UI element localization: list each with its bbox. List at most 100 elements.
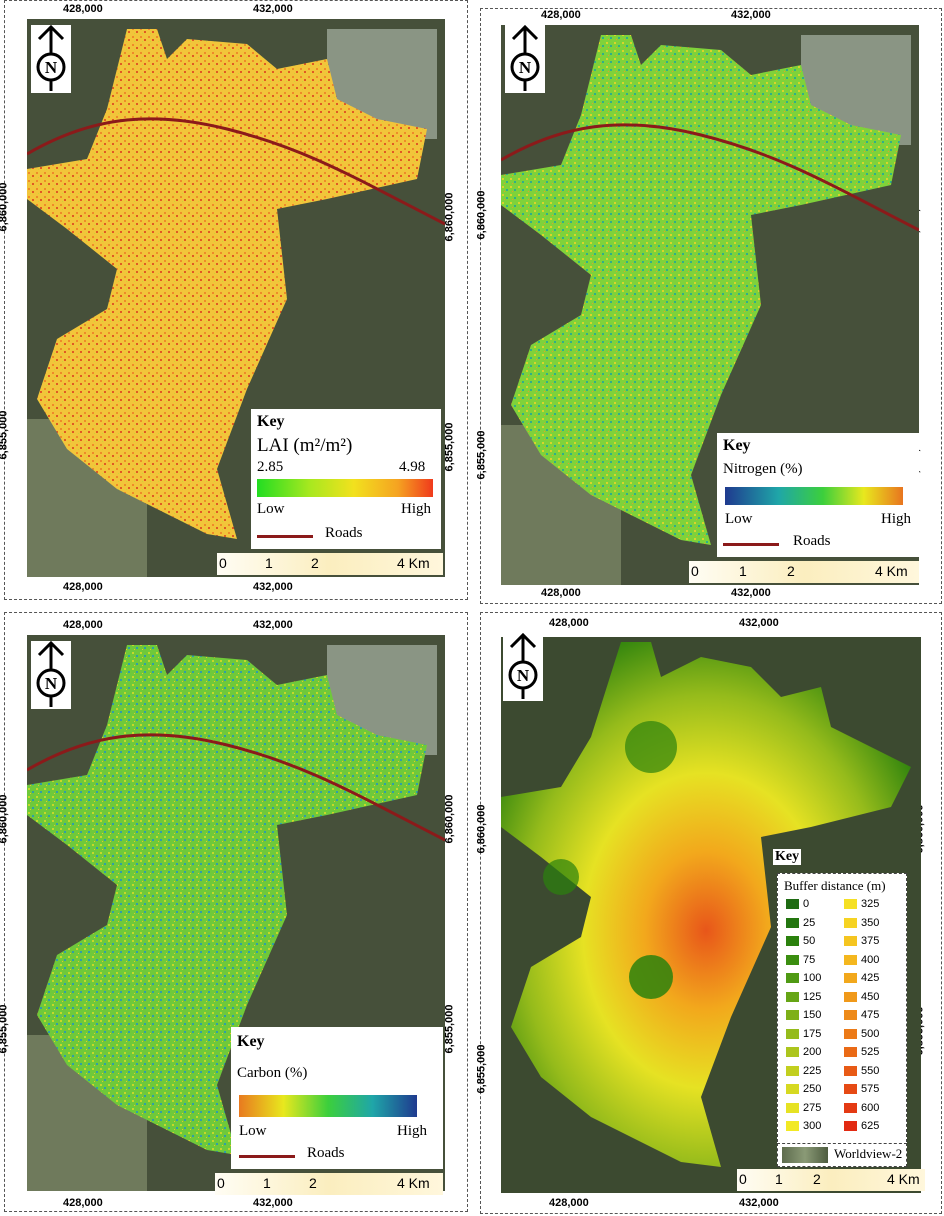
buffer-value: 525 <box>861 1046 880 1058</box>
legend-variable: LAI (m²/m²) <box>257 435 353 456</box>
buffer-value: 475 <box>861 1009 880 1021</box>
scale-0: 0 <box>739 1171 747 1187</box>
buffer-class-175: 175 <box>786 1028 821 1042</box>
buffer-swatch <box>786 1084 799 1095</box>
legend-nitrogen: Key Nitrogen (%) Low High Roads <box>717 433 919 557</box>
buffer-swatch <box>844 1028 857 1039</box>
panel-buffer: 428,000 432,000 428,000 432,000 6,860,00… <box>475 612 942 1214</box>
buffer-swatch <box>844 991 857 1002</box>
buffer-swatch <box>786 991 799 1002</box>
north-letter: N <box>517 666 530 685</box>
buffer-class-550: 550 <box>844 1065 879 1079</box>
x-tick-bottom: 428,000 <box>63 1197 103 1209</box>
scale-2: 2 <box>787 563 795 579</box>
legend-title: Key <box>773 849 802 865</box>
scale-0: 0 <box>219 555 227 571</box>
legend-high: High <box>881 511 911 527</box>
buffer-swatch <box>786 1065 799 1076</box>
buffer-class-325: 325 <box>844 898 879 912</box>
scale-2: 2 <box>813 1171 821 1187</box>
buffer-value: 275 <box>803 1101 822 1114</box>
north-arrow-icon: N <box>36 640 66 707</box>
y-tick-right: 6,855,000 <box>443 1004 456 1054</box>
y-tick-right: 6,860,000 <box>443 794 456 844</box>
y-tick-left: 6,855,000 <box>475 430 488 480</box>
buffer-value: 125 <box>803 990 822 1003</box>
panel-nitrogen: 428,000 432,000 428,000 432,000 6,860,00… <box>475 8 942 604</box>
road <box>501 123 919 232</box>
buffer-swatch <box>786 1121 799 1132</box>
north-arrow-icon: N <box>510 24 540 91</box>
north-arrow: N <box>503 632 543 701</box>
buffer-value: 0 <box>803 898 810 910</box>
buffer-class-75: 75 <box>786 954 815 968</box>
buffer-value: 400 <box>861 953 880 966</box>
legend-roads: Roads <box>793 533 831 549</box>
north-letter: N <box>519 58 532 77</box>
buffer-swatch <box>844 899 857 910</box>
legend-low: Low <box>239 1123 267 1139</box>
legend-road-line <box>257 535 313 538</box>
scale-1: 1 <box>775 1171 783 1187</box>
x-tick-top: 428,000 <box>549 617 589 629</box>
lai-raster <box>27 29 427 539</box>
north-arrow: N <box>31 640 71 709</box>
buffer-class-250: 250 <box>786 1083 821 1097</box>
buffer-value: 375 <box>861 935 880 947</box>
buffer-value: 100 <box>803 972 822 984</box>
x-tick-top: 428,000 <box>63 619 103 631</box>
legend-roads: Roads <box>307 1145 345 1161</box>
buffer-raster <box>501 642 911 1167</box>
buffer-swatch <box>786 1102 799 1113</box>
buffer-value: 575 <box>861 1083 880 1095</box>
buffer-class-400: 400 <box>844 954 879 968</box>
buffer-value: 225 <box>803 1064 822 1077</box>
buffer-class-25: 25 <box>786 917 815 931</box>
x-tick-bottom: 428,000 <box>541 587 581 599</box>
y-tick-left: 6,855,000 <box>475 1044 488 1094</box>
north-arrow-icon: N <box>508 632 538 699</box>
north-letter: N <box>45 674 58 693</box>
scale-4km: 4 Km <box>397 555 430 571</box>
buffer-value: 200 <box>803 1046 822 1058</box>
buffer-swatch <box>786 1010 799 1021</box>
legend-title: Key <box>723 437 751 454</box>
buffer-value: 175 <box>803 1027 822 1040</box>
y-tick-left: 6,855,000 <box>0 1004 10 1054</box>
legend-low: Low <box>257 501 285 517</box>
y-tick-left: 6,860,000 <box>0 794 10 844</box>
buffer-swatch <box>844 1010 857 1021</box>
legend-min: 2.85 <box>257 459 284 475</box>
map-lai-canvas <box>27 19 445 577</box>
scale-1: 1 <box>263 1175 271 1191</box>
scale-4km: 4 Km <box>875 563 908 579</box>
legend-road-line <box>239 1155 295 1158</box>
buffer-swatch <box>844 973 857 984</box>
buffer-value: 600 <box>861 1101 880 1114</box>
buffer-swatch <box>786 899 799 910</box>
x-tick-top: 432,000 <box>253 619 293 631</box>
scale-bar: 0 1 2 4 Km <box>737 1169 925 1191</box>
buffer-class-425: 425 <box>844 972 879 986</box>
legend-variable: Nitrogen (%) <box>723 461 803 477</box>
buffer-class-575: 575 <box>844 1083 879 1097</box>
legend-road-line <box>723 543 779 546</box>
x-tick-top: 428,000 <box>63 3 103 15</box>
buffer-class-350: 350 <box>844 917 879 931</box>
x-tick-bottom: 428,000 <box>549 1197 589 1209</box>
scale-2: 2 <box>309 1175 317 1191</box>
imagery-swatch <box>782 1147 828 1163</box>
scale-bar: 0 1 2 4 Km <box>215 1173 443 1195</box>
buffer-swatch <box>844 954 857 965</box>
x-tick-bottom: 432,000 <box>253 581 293 593</box>
buffer-class-450: 450 <box>844 991 879 1005</box>
buffer-class-50: 50 <box>786 935 815 949</box>
buffer-swatch <box>786 1028 799 1039</box>
north-letter: N <box>45 58 58 77</box>
legend-buffer: Buffer distance (m) 0 25 50 75 100 125 150 175 2… <box>777 873 907 1147</box>
carbon-raster <box>27 645 427 1155</box>
legend-roads: Roads <box>325 525 363 541</box>
x-tick-top: 432,000 <box>731 9 771 21</box>
north-arrow-icon: N <box>36 24 66 91</box>
legend-lai: Key LAI (m²/m²) 2.85 4.98 Low High Roads <box>251 409 441 549</box>
